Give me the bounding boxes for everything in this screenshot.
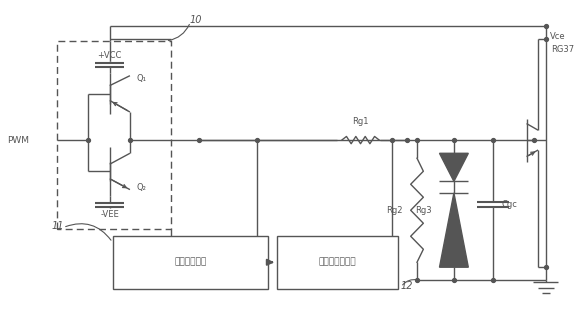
Text: 过温监控电路: 过温监控电路 [175, 258, 207, 267]
Text: RG37: RG37 [551, 45, 574, 54]
Text: Cgc: Cgc [502, 200, 517, 209]
Text: Vce: Vce [550, 32, 566, 41]
Text: Rg1: Rg1 [352, 118, 369, 127]
Text: Q₂: Q₂ [137, 183, 147, 192]
Polygon shape [439, 193, 469, 267]
Text: 死区及栅控电路: 死区及栅控电路 [319, 258, 356, 267]
Text: 10: 10 [190, 15, 203, 25]
Text: 11: 11 [52, 221, 64, 231]
Text: Q₁: Q₁ [137, 74, 147, 83]
Text: Rg2: Rg2 [386, 206, 403, 215]
Text: -VEE: -VEE [100, 210, 119, 219]
Text: PWM: PWM [7, 136, 29, 145]
Text: +VCC: +VCC [98, 51, 122, 60]
Polygon shape [439, 153, 469, 181]
Text: Rg3: Rg3 [416, 206, 432, 215]
Text: 12: 12 [401, 281, 413, 291]
